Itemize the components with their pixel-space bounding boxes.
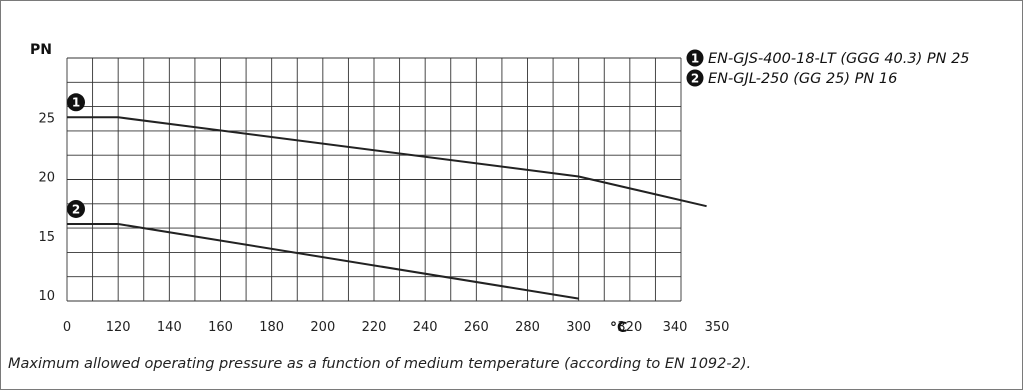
x-tick-label: 340 [663, 320, 688, 335]
y-tick-label: 10 [38, 289, 55, 304]
legend-label: EN-GJS-400-18-LT (GGG 40.3) PN 25 [708, 51, 970, 67]
marker-number: 2 [72, 202, 80, 216]
x-tick-label: 180 [259, 320, 284, 335]
marker-circle [67, 93, 85, 112]
legend-entry-1: 1 EN-GJS-400-18-LT (GGG 40.3) PN 25 [686, 49, 970, 67]
x-tick-label: 0 [63, 320, 71, 335]
legend: 1 EN-GJS-400-18-LT (GGG 40.3) PN 25 2 EN-GJ… [686, 49, 970, 87]
grid [66, 57, 682, 302]
series-line-1 [67, 116, 707, 208]
legend-label: EN-GJL-250 (GG 25) PN 16 [708, 71, 897, 87]
y-tick-label: 20 [38, 171, 55, 186]
legend-marker-number: 2 [691, 71, 699, 85]
x-tick-label: 160 [208, 320, 233, 335]
x-tick-label: 280 [515, 320, 540, 335]
x-tick-label: 140 [157, 320, 182, 335]
series-markers: 12 [67, 93, 85, 218]
x-tick-label: 200 [310, 320, 335, 335]
legend-marker-circle [686, 49, 704, 67]
y-tick-label: 25 [38, 111, 55, 126]
legend-marker-circle [686, 69, 704, 87]
x-tick-label: 120 [106, 320, 131, 335]
figure-caption: Maximum allowed operating pressure as a … [8, 356, 752, 372]
x-tick-label: 260 [464, 320, 489, 335]
x-tick-label: 300 [566, 320, 591, 335]
y-axis-label: PN [30, 42, 52, 58]
x-tick-label: 350 [705, 320, 730, 335]
series-lines [67, 116, 707, 300]
x-tick-label: 220 [362, 320, 387, 335]
marker-circle [67, 199, 85, 218]
x-tick-label: 240 [413, 320, 438, 335]
x-tick-label: 320 [617, 320, 642, 335]
y-tick-label: 15 [38, 230, 55, 245]
legend-marker-number: 1 [691, 51, 699, 65]
x-axis-label: °C [610, 320, 627, 336]
legend-entry-2: 2 EN-GJL-250 (GG 25) PN 16 [686, 69, 897, 87]
series-marker-1: 1 [67, 93, 85, 112]
tick-labels: 0 120 140 160 180 200 220 240 260 280 300 320 340 350… [38, 111, 729, 335]
series-marker-2: 2 [67, 199, 85, 218]
series-line-2 [67, 223, 579, 300]
marker-number: 1 [72, 96, 80, 110]
